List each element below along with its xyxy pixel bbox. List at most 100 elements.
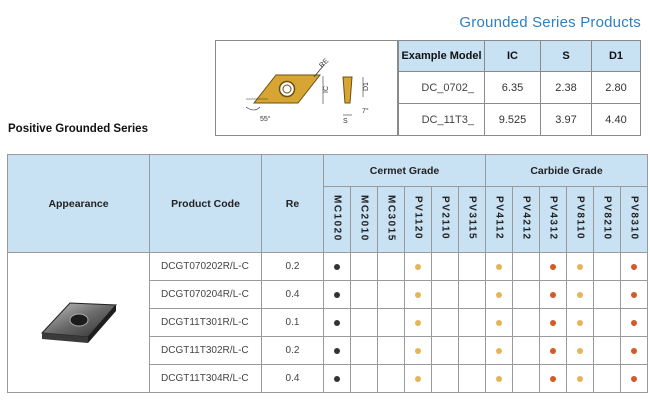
availability-dot-yellow [496,347,502,354]
grade-cell [404,364,432,393]
s-label: S [343,118,348,125]
grade-cell [620,252,648,281]
col-re: Re [261,154,324,253]
d1-value: 4.40 [591,103,641,136]
col-d1: D1 [591,40,641,72]
table-row: DCGT11T302R/L-C 0.2 [8,336,648,365]
grade-cell [566,280,594,309]
product-code: DCGT11T302R/L-C [149,336,262,365]
grade-pv3115: PV3115 [458,186,486,253]
col-s: S [540,40,592,72]
availability-dot-yellow [496,319,502,326]
product-code: DCGT070202R/L-C [149,252,262,281]
availability-dot-yellow [415,319,421,326]
availability-dot-orange [631,347,637,354]
grade-cell [593,252,621,281]
availability-dot-orange [631,291,637,298]
ic-value: 9.525 [484,103,541,136]
re-label: RE [318,57,330,69]
table-row: DCGT11T301R/L-C 0.1 [8,308,648,337]
col-example-model: Example Model [398,40,485,72]
grade-cell [539,364,567,393]
table-row: DCGT070202R/L-C 0.2 [7,252,648,393]
grade-pv8210: PV8210 [593,186,621,253]
table-row: DCGT070204R/L-C 0.4 [8,280,648,309]
s-value: 3.97 [540,103,592,136]
grade-pv8310: PV8310 [620,186,648,253]
insert-appearance-image [7,252,150,393]
grade-cell [512,308,540,337]
grade-mc2010: MC2010 [350,186,378,253]
availability-dot-orange [550,347,556,354]
s-value: 2.38 [540,71,592,104]
grade-cell [485,280,513,309]
re-value: 0.4 [261,364,324,393]
grade-cell [458,280,486,309]
grade-cell [431,336,459,365]
grade-pv4212: PV4212 [512,186,540,253]
availability-dot-orange [550,263,556,270]
availability-dot-yellow [496,263,502,270]
grade-cell [431,308,459,337]
grade-cell [350,336,378,365]
col-appearance: Appearance [7,154,150,253]
insert-side-view [342,76,353,104]
grade-cell [539,308,567,337]
grade-cell [512,364,540,393]
grade-pv8110: PV8110 [566,186,594,253]
d1-label: D1 [363,82,370,91]
angle-55-label: 55° [260,115,271,123]
grade-cell [485,364,513,393]
availability-dot-orange [550,291,556,298]
grade-cell [593,336,621,365]
positive-grounded-series-title: Positive Grounded Series [8,123,148,135]
grade-cell [377,308,405,337]
grade-cell [539,336,567,365]
grade-cell [593,280,621,309]
availability-dot-orange [631,375,637,382]
grade-cell [323,252,351,281]
re-value: 0.1 [261,308,324,337]
availability-dot-orange [550,319,556,326]
cermet-grade-header: Cermet Grade [323,154,486,187]
availability-dot-yellow [577,347,583,354]
grade-cell [593,364,621,393]
availability-dot-black [334,291,340,298]
grade-cell [458,252,486,281]
grade-cell [350,252,378,281]
grade-pv2110: PV2110 [431,186,459,253]
availability-dot-black [334,347,340,354]
grade-cell [512,252,540,281]
example-model: DC_11T3_ [398,103,485,136]
grade-cell [620,280,648,309]
grade-cell [485,252,513,281]
availability-dot-yellow [577,319,583,326]
grade-cell [323,280,351,309]
grade-pv4312: PV4312 [539,186,567,253]
availability-dot-black [334,375,340,382]
availability-dot-yellow [415,375,421,382]
grade-header-row: MC1020 MC2010 MC3015 PV1120 PV2110 PV311… [8,186,648,253]
grade-cell [404,308,432,337]
grade-cell [404,336,432,365]
grade-cell [566,364,594,393]
grade-cell [377,280,405,309]
availability-dot-black [334,263,340,270]
grade-cell [620,364,648,393]
grade-cell [431,280,459,309]
product-code: DCGT11T304R/L-C [149,364,262,393]
product-code: DCGT11T301R/L-C [149,308,262,337]
availability-dot-yellow [496,375,502,382]
grade-cell [404,252,432,281]
grade-cell [566,252,594,281]
grade-cell [539,280,567,309]
grade-cell [566,308,594,337]
availability-dot-yellow [496,291,502,298]
example-model: DC_0702_ [398,71,485,104]
grade-pv4112: PV4112 [485,186,513,253]
dimension-table: Example Model IC S D1 DC_0702_ 6.35 2.38… [398,40,641,136]
availability-dot-black [334,319,340,326]
grade-mc3015: MC3015 [377,186,405,253]
insert-hole [278,80,296,98]
ic-value: 6.35 [484,71,541,104]
